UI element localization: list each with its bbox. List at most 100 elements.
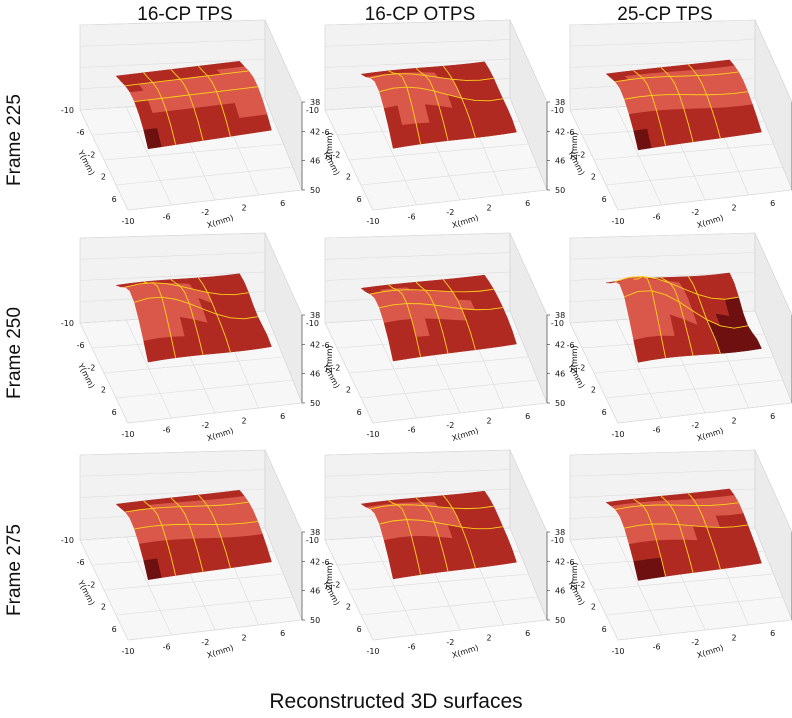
x-tick-label: -10 bbox=[366, 430, 379, 439]
surface-grid-line bbox=[370, 73, 494, 81]
z-tick-label: 50 bbox=[555, 399, 565, 408]
surface-grid-line bbox=[615, 502, 739, 510]
y-tick-label: 2 bbox=[346, 173, 351, 182]
surface-facet bbox=[225, 273, 245, 284]
x-tick-label: -10 bbox=[611, 647, 624, 656]
z-tick-label: 38 bbox=[555, 528, 565, 537]
grid-line bbox=[127, 402, 303, 424]
grid-line bbox=[372, 402, 548, 424]
surface-grid-line bbox=[125, 282, 249, 296]
y-tick-label: -2 bbox=[87, 363, 95, 372]
surface-plot-svg: -10-6-226-10-6-22638424650X(mm)Y(mm)Z(mm… bbox=[551, 232, 792, 443]
column-title-25cp-tps: 25-CP TPS bbox=[617, 4, 713, 25]
x-tick-label: -2 bbox=[201, 421, 209, 430]
grid-line bbox=[754, 527, 792, 621]
grid-line bbox=[115, 166, 293, 186]
y-tick-label: -2 bbox=[332, 150, 340, 159]
x-tick-label: -2 bbox=[691, 638, 699, 647]
y-tick-label: 2 bbox=[101, 603, 106, 612]
grid-line bbox=[509, 527, 548, 621]
x-axis-label: X(mm) bbox=[696, 426, 725, 443]
z-tick-label: 42 bbox=[555, 127, 565, 136]
grid-line bbox=[754, 310, 792, 404]
y-tick-label: -10 bbox=[306, 536, 319, 545]
z-axis-label: Z(mm) bbox=[570, 562, 579, 589]
y-tick-label: 2 bbox=[346, 386, 351, 395]
surface-grid-line bbox=[170, 69, 204, 141]
grid-line bbox=[79, 58, 266, 68]
x-axis-label: X(mm) bbox=[206, 213, 235, 230]
surface-plot-r2-c0: -10 -6 -2 2 6 -10 -6 -2 2 6 38 42 46 50 X(mm) Y(mm) Z(mm… bbox=[40, 449, 334, 672]
surface-plot-r0-c1: -10 -6 -2 2 6 -10 -6 -2 2 6 38 42 46 50 X(mm) Y(mm) Z(mm… bbox=[285, 19, 579, 242]
grid-line bbox=[617, 402, 792, 424]
surface-grid-line bbox=[388, 70, 422, 145]
y-tick-label: -2 bbox=[577, 363, 585, 372]
x-tick-label: 2 bbox=[241, 634, 246, 643]
surface-grid-line bbox=[624, 91, 748, 100]
x-axis-label: X(mm) bbox=[696, 213, 725, 230]
surface-plot-svg: -10-6-226-10-6-22638424650X(mm)Y(mm)Z(mm… bbox=[551, 449, 792, 660]
y-tick-label: 2 bbox=[101, 386, 106, 395]
x-tick-label: -6 bbox=[408, 213, 416, 222]
surface-grid-line bbox=[415, 67, 449, 141]
surface-grid-line bbox=[688, 64, 721, 139]
surface-plot-r0-c2: -10-6-226-10-6-22638424650X(mm)Y(mm)Z(mm… bbox=[530, 19, 792, 242]
z-tick-label: 50 bbox=[310, 186, 320, 195]
x-tick-label: 6 bbox=[770, 629, 775, 638]
y-tick-label: -2 bbox=[87, 150, 95, 159]
y-tick-label: -2 bbox=[87, 580, 95, 589]
x-tick-label: -10 bbox=[366, 217, 379, 226]
grid-line bbox=[115, 596, 293, 616]
y-tick-label: 2 bbox=[591, 386, 596, 395]
grid-line bbox=[103, 573, 284, 591]
z-tick-label: 38 bbox=[555, 311, 565, 320]
y-tick-label: -2 bbox=[332, 580, 340, 589]
x-axis-label: X(mm) bbox=[696, 643, 725, 660]
z-tick-label: 46 bbox=[555, 587, 565, 596]
surface-grid-line bbox=[125, 70, 249, 87]
surface-facet bbox=[225, 489, 245, 498]
row-title-frame-275: Frame 275 bbox=[0, 450, 30, 690]
z-axis-label: Z(mm) bbox=[570, 345, 579, 372]
z-tick-label: 42 bbox=[555, 557, 565, 566]
grid-line bbox=[264, 310, 303, 404]
x-tick-label: 6 bbox=[525, 412, 530, 421]
z-tick-label: 42 bbox=[310, 127, 320, 136]
x-tick-label: -6 bbox=[163, 426, 171, 435]
z-tick-label: 38 bbox=[310, 528, 320, 537]
surface-grid-line bbox=[134, 86, 258, 103]
surface-grid-line bbox=[660, 495, 694, 573]
y-tick-label: 6 bbox=[357, 195, 362, 204]
grid-line bbox=[324, 252, 511, 260]
z-tick-label: 50 bbox=[310, 616, 320, 625]
z-tick-label: 46 bbox=[310, 370, 320, 379]
y-tick-label: -10 bbox=[61, 106, 74, 115]
grid-line bbox=[569, 469, 756, 477]
surface-grid-line bbox=[125, 501, 249, 513]
grid-line bbox=[605, 596, 783, 616]
surface-facet bbox=[470, 61, 490, 72]
x-tick-label: -2 bbox=[446, 421, 454, 430]
y-tick-label: 2 bbox=[591, 603, 596, 612]
surface-grid-line bbox=[379, 303, 503, 311]
row-title-text: Frame 275 bbox=[4, 524, 25, 616]
grid-line bbox=[103, 356, 284, 374]
y-tick-label: -6 bbox=[322, 341, 330, 350]
grid-line bbox=[569, 39, 756, 47]
surface-grid-line bbox=[688, 276, 721, 354]
x-tick-label: 6 bbox=[280, 629, 285, 638]
y-tick-label: 6 bbox=[357, 408, 362, 417]
y-tick-label: 6 bbox=[112, 195, 117, 204]
grid-line bbox=[79, 39, 266, 47]
grid-line bbox=[593, 573, 774, 591]
y-tick-label: -2 bbox=[577, 150, 585, 159]
grid-line bbox=[348, 356, 529, 374]
x-tick-label: -10 bbox=[121, 217, 134, 226]
grid-line bbox=[324, 19, 511, 26]
column-title-16cp-otps: 16-CP OTPS bbox=[364, 4, 476, 25]
x-tick-label: 6 bbox=[280, 412, 285, 421]
surface-grid-line bbox=[134, 296, 258, 320]
